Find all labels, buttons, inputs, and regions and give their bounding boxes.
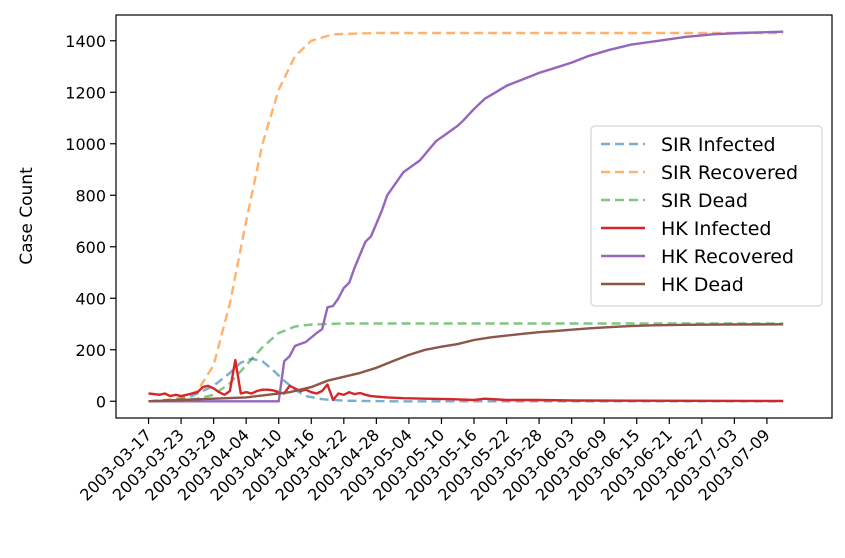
series-lines (148, 30, 784, 403)
y-tick-label: 800 (75, 186, 106, 205)
legend-label: SIR Dead (661, 190, 748, 212)
plot-area (115, 14, 833, 419)
legend: SIR Infected SIR Recovered SIR Dead HK Infe… (590, 125, 823, 307)
series-line-hk-recovered (148, 30, 784, 403)
legend-label: HK Recovered (661, 246, 794, 268)
legend-label: HK Dead (661, 274, 744, 296)
legend-label: SIR Infected (661, 134, 776, 156)
series-line-sir-infected (148, 357, 784, 403)
legend-label: HK Infected (661, 218, 771, 240)
y-axis: 0 200 400 600 800 1000 1200 1400 (65, 32, 116, 411)
y-tick-label: 1200 (65, 83, 106, 102)
y-axis-title: Case Count (17, 167, 37, 265)
x-axis: 2003-03-172003-03-232003-03-292003-04-04… (76, 418, 774, 505)
legend-frame (590, 125, 823, 307)
y-tick-label: 400 (75, 289, 106, 308)
y-tick-label: 200 (75, 341, 106, 360)
legend-label: SIR Recovered (661, 162, 798, 184)
y-tick-label: 0 (96, 392, 106, 411)
series-line-hk-infected (148, 358, 784, 403)
series-line-hk-dead (148, 323, 784, 403)
y-tick-label: 600 (75, 238, 106, 257)
y-tick-label: 1000 (65, 135, 106, 154)
y-tick-label: 1400 (65, 32, 106, 51)
